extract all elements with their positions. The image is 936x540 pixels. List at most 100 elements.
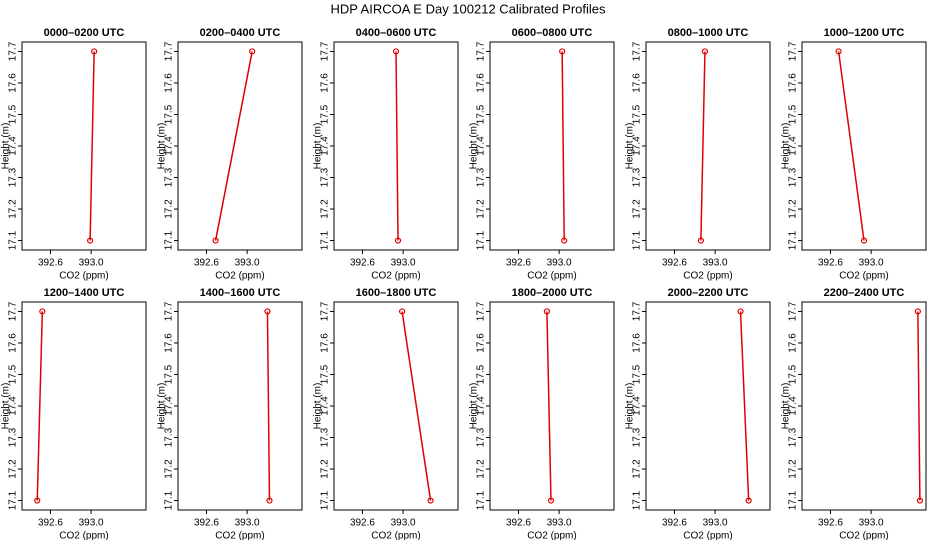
y-tick-label: 17.7 — [164, 301, 175, 321]
profile-line — [401, 311, 432, 501]
y-tick-label: 17.5 — [164, 104, 175, 124]
panel-title: 1200–1400 UTC — [44, 287, 125, 299]
y-tick-label: 17.1 — [788, 490, 799, 510]
profile-line — [561, 51, 565, 241]
y-tick-label: 17.5 — [476, 104, 487, 124]
x-tick-label: 393.0 — [703, 258, 728, 269]
panel-title: 2000–2200 UTC — [668, 287, 749, 299]
plot-frame — [333, 301, 459, 511]
y-tick-label: 17.5 — [788, 104, 799, 124]
y-tick-label: 17.3 — [8, 167, 19, 187]
y-tick-label: 17.2 — [632, 459, 643, 479]
x-axis-label: CO2 (ppm) — [683, 531, 732, 540]
point — [561, 237, 568, 244]
panel-title: 0200–0400 UTC — [200, 27, 281, 39]
y-tick-label: 17.4 — [8, 396, 19, 416]
point — [394, 237, 402, 244]
y-tick-label: 17.1 — [788, 230, 799, 250]
y-tick-label: 17.7 — [164, 41, 175, 61]
y-tick-label: 17.6 — [164, 73, 175, 93]
y-tick-label: 17.2 — [320, 459, 331, 479]
x-tick-label: 393.0 — [547, 258, 572, 269]
y-tick-label: 17.3 — [632, 167, 643, 187]
x-tick-label: 393.0 — [703, 518, 728, 529]
y-tick-label: 17.5 — [164, 364, 175, 384]
y-tick-label: 17.3 — [476, 427, 487, 447]
y-tick-label: 17.7 — [476, 41, 487, 61]
y-tick-label: 17.1 — [320, 490, 331, 510]
y-tick-label: 17.4 — [476, 396, 487, 416]
y-axis-label: Height (m) — [313, 383, 324, 430]
y-tick-label: 17.1 — [632, 490, 643, 510]
y-tick-label: 17.7 — [788, 41, 799, 61]
profile-line — [89, 51, 95, 241]
y-axis-label: Height (m) — [313, 123, 324, 170]
y-tick-label: 17.2 — [632, 199, 643, 219]
y-tick-label: 17.1 — [8, 490, 19, 510]
point — [745, 497, 752, 504]
x-tick-label: 392.6 — [662, 258, 687, 269]
y-tick-label: 17.6 — [632, 333, 643, 353]
x-axis-label: CO2 (ppm) — [371, 531, 420, 540]
profile-line — [36, 311, 44, 501]
point — [266, 497, 273, 504]
x-tick-label: 392.6 — [194, 518, 219, 529]
panel-title: 1000–1200 UTC — [824, 27, 905, 39]
x-tick-label: 392.6 — [350, 258, 375, 269]
point — [86, 237, 94, 244]
y-tick-label: 17.2 — [788, 459, 799, 479]
y-tick-label: 17.1 — [8, 230, 19, 250]
x-axis-label: CO2 (ppm) — [215, 531, 264, 540]
y-tick-label: 17.3 — [320, 427, 331, 447]
profile-line — [837, 51, 865, 241]
x-axis-label: CO2 (ppm) — [527, 531, 576, 540]
y-tick-label: 17.5 — [476, 364, 487, 384]
profile-line — [214, 51, 253, 241]
x-tick-label: 392.6 — [38, 518, 63, 529]
y-tick-label: 17.6 — [164, 333, 175, 353]
y-tick-label: 17.3 — [164, 167, 175, 187]
y-tick-label: 17.2 — [8, 199, 19, 219]
x-tick-label: 393.0 — [235, 518, 260, 529]
x-tick-label: 392.6 — [818, 518, 843, 529]
x-tick-label: 393.0 — [235, 258, 260, 269]
y-tick-label: 17.4 — [788, 396, 799, 416]
y-tick-label: 17.4 — [632, 136, 643, 156]
y-tick-label: 17.5 — [320, 364, 331, 384]
x-tick-label: 393.0 — [859, 258, 884, 269]
y-axis-label: Height (m) — [469, 123, 480, 170]
point — [543, 308, 551, 315]
x-tick-label: 392.6 — [662, 518, 687, 529]
y-axis-label: Height (m) — [625, 383, 636, 430]
plot-frame — [645, 301, 771, 511]
panel-title: 1600–1800 UTC — [356, 287, 437, 299]
point — [737, 308, 744, 315]
y-tick-label: 17.6 — [8, 73, 19, 93]
y-tick-label: 17.5 — [788, 364, 799, 384]
point — [39, 308, 46, 315]
y-tick-label: 17.2 — [164, 199, 175, 219]
profile-line — [395, 51, 399, 241]
y-tick-label: 17.4 — [476, 136, 487, 156]
y-tick-label: 17.7 — [788, 301, 799, 321]
y-tick-label: 17.7 — [632, 41, 643, 61]
x-axis-label: CO2 (ppm) — [839, 271, 888, 282]
y-tick-label: 17.6 — [8, 333, 19, 353]
y-tick-label: 17.3 — [164, 427, 175, 447]
point — [212, 237, 219, 244]
point — [914, 308, 921, 315]
x-tick-label: 393.0 — [547, 518, 572, 529]
panel-title: 0400–0600 UTC — [356, 27, 437, 39]
y-tick-label: 17.4 — [8, 136, 19, 156]
x-tick-label: 393.0 — [79, 258, 104, 269]
panel-title: 1400–1600 UTC — [200, 287, 281, 299]
y-axis-label: Height (m) — [625, 123, 636, 170]
x-axis-label: CO2 (ppm) — [215, 271, 264, 282]
plot-frame — [177, 301, 303, 511]
y-tick-label: 17.5 — [632, 104, 643, 124]
plot-frame — [645, 41, 771, 251]
y-tick-label: 17.1 — [632, 230, 643, 250]
y-tick-label: 17.6 — [476, 333, 487, 353]
y-tick-label: 17.2 — [788, 199, 799, 219]
